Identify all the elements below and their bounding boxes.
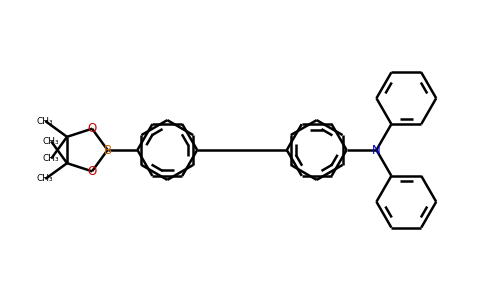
Text: CH₃: CH₃ [43,137,60,146]
Text: O: O [88,165,97,178]
Text: O: O [88,122,97,135]
Text: B: B [104,143,112,157]
Text: CH₃: CH₃ [43,154,60,163]
Text: CH₃: CH₃ [37,116,54,125]
Text: CH₃: CH₃ [37,175,54,184]
Text: N: N [372,143,381,157]
